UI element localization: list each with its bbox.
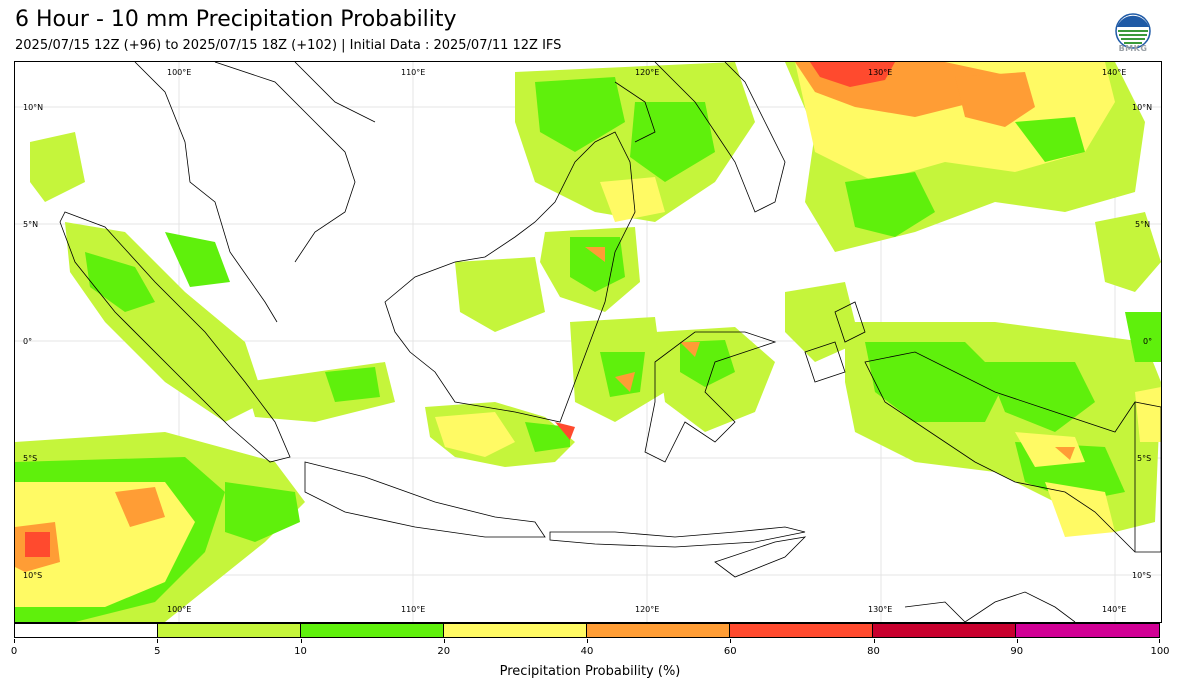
lat-label-left: 10°N <box>23 103 44 112</box>
lat-label-left: 0° <box>23 337 33 346</box>
colorbar-tick-label: 5 <box>154 646 161 657</box>
colorbar-tick-label: 90 <box>1010 646 1024 657</box>
colorbar-segment <box>444 624 587 637</box>
lon-label-top: 140°E <box>1102 68 1127 77</box>
lon-label-bottom: 140°E <box>1102 605 1127 614</box>
colorbar-tick <box>157 639 159 643</box>
precipitation-map: 100°E 110°E 120°E 130°E 140°E 100°E 110°… <box>14 61 1162 623</box>
colorbar-segment <box>730 624 873 637</box>
colorbar-segment <box>301 624 444 637</box>
lat-label-right: 10°N <box>1132 103 1153 112</box>
lon-label-top: 120°E <box>635 68 660 77</box>
lon-label-bottom: 120°E <box>635 605 660 614</box>
map-title: 6 Hour - 10 mm Precipitation Probability <box>15 7 457 32</box>
map-subtitle: 2025/07/15 12Z (+96) to 2025/07/15 18Z (… <box>15 38 562 53</box>
colorbar-tick <box>730 639 732 643</box>
colorbar-tick <box>873 639 875 643</box>
colorbar-tick <box>587 639 588 643</box>
colorbar-tick <box>1159 639 1160 643</box>
colorbar-tick <box>300 639 302 643</box>
bmkg-logo-icon <box>1115 13 1151 49</box>
lon-label-bottom: 100°E <box>167 605 192 614</box>
colorbar-segment <box>1016 624 1159 637</box>
lon-label-top: 110°E <box>401 68 426 77</box>
lat-label-right: 5°N <box>1135 220 1151 229</box>
colorbar-segment <box>587 624 730 637</box>
logo-text: BMKG <box>1118 44 1148 53</box>
lat-label-right: 10°S <box>1132 571 1152 580</box>
colorbar-tick-label: 0 <box>10 646 18 657</box>
lon-label-top: 100°E <box>167 68 192 77</box>
lon-label-bottom: 130°E <box>868 605 893 614</box>
lat-label-right: 5°S <box>1137 454 1152 463</box>
lon-label-top: 130°E <box>868 68 893 77</box>
precip-field <box>15 62 1161 622</box>
colorbar-tick-label: 20 <box>437 646 451 657</box>
lat-label-left: 10°S <box>23 571 43 580</box>
colorbar-segment <box>873 624 1016 637</box>
lat-label-left: 5°S <box>23 454 38 463</box>
map-canvas <box>15 62 1161 622</box>
colorbar-segment <box>158 624 301 637</box>
lat-label-right: 0° <box>1143 337 1153 346</box>
colorbar-label: Precipitation Probability (%) <box>499 664 681 679</box>
lon-label-bottom: 110°E <box>401 605 426 614</box>
lat-label-left: 5°N <box>23 220 39 229</box>
colorbar-tick <box>14 639 15 643</box>
colorbar <box>14 623 1160 638</box>
colorbar-tick-label: 80 <box>867 646 880 657</box>
colorbar-tick <box>1016 639 1018 643</box>
colorbar-segment <box>15 624 158 637</box>
colorbar-tick-label: 60 <box>723 646 737 657</box>
colorbar-tick-label: 100 <box>1150 646 1170 657</box>
colorbar-tick-label: 10 <box>294 646 307 657</box>
colorbar-tick-label: 40 <box>580 646 594 657</box>
coastlines <box>59 62 1161 622</box>
colorbar-tick <box>443 639 445 643</box>
